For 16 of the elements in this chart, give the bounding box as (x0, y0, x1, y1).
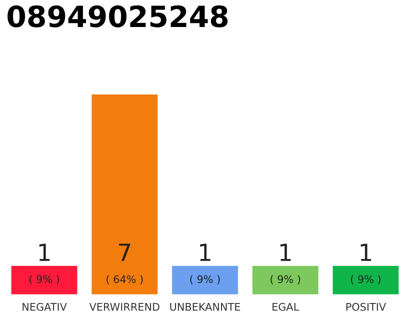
data-label: 1 (280, 244, 291, 261)
annotation: ( 9% ) (350, 275, 380, 284)
x-tick-label: NEGATIV (22, 302, 67, 311)
annotation: ( 64% ) (106, 275, 143, 284)
annotation: ( 9% ) (270, 275, 300, 284)
x-tick-label: EGAL (272, 302, 300, 311)
x-tick-label: POSITIV (346, 302, 386, 311)
annotation: ( 9% ) (30, 275, 60, 284)
annotation: ( 9% ) (190, 275, 220, 284)
data-label: 1 (200, 244, 210, 261)
data-label: 1 (39, 244, 50, 261)
x-tick-label: VERWIRREND (89, 303, 160, 311)
x-tick-label: UNBEKANNTE (170, 303, 240, 311)
data-label: 1 (360, 244, 372, 261)
chart-title: 08949025248 (8, 5, 228, 28)
data-label: 7 (119, 244, 130, 261)
